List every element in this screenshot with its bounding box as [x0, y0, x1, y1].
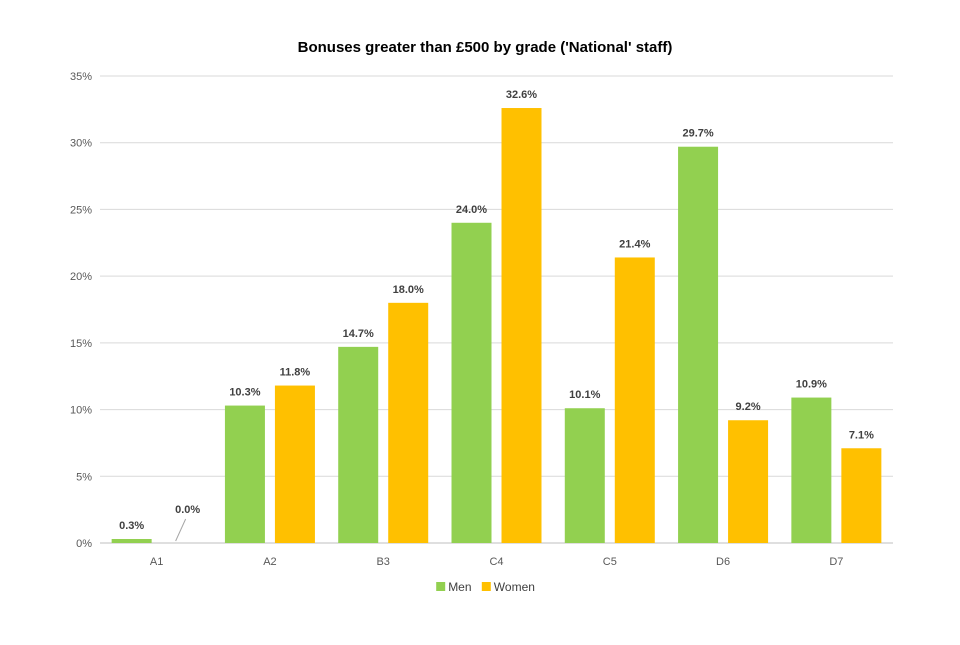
- x-tick-label: C4: [489, 556, 503, 568]
- legend-label-women: Women: [494, 580, 535, 594]
- bar-men-d7: [791, 397, 832, 543]
- gridlines: [100, 75, 893, 544]
- legend-item-women: Women: [481, 580, 535, 594]
- x-tick-label: B3: [376, 556, 389, 568]
- x-tick-label: D6: [716, 556, 730, 568]
- bar-women-c4: [501, 108, 542, 543]
- y-tick-label: 25%: [70, 204, 92, 216]
- x-axis-ticks: A1 A2 B3 C4 C5 D6 D7: [150, 556, 843, 568]
- x-tick-label: A1: [150, 556, 163, 568]
- data-label-women-a2: 11.8%: [280, 367, 311, 379]
- bar-men-a1: [111, 538, 152, 543]
- legend: Men Women: [436, 580, 535, 594]
- data-label-women-c5: 21.4%: [619, 238, 650, 250]
- x-tick-label: A2: [263, 556, 276, 568]
- legend-swatch-women: [481, 582, 491, 591]
- bar-men-a2: [224, 405, 265, 543]
- bar-women-b3: [388, 302, 429, 543]
- legend-item-men: Men: [436, 580, 472, 594]
- y-tick-label: 35%: [70, 71, 92, 83]
- data-label-women-b3: 18.0%: [393, 284, 424, 296]
- bar-women-c5: [614, 257, 655, 543]
- data-label-men-a1: 0.3%: [119, 520, 144, 532]
- data-label-men-d7: 10.9%: [796, 379, 827, 391]
- y-tick-label: 10%: [70, 405, 92, 417]
- data-label-women-d6: 9.2%: [736, 401, 761, 413]
- y-axis-ticks: 0% 5% 10% 15% 20% 25% 30% 35%: [70, 71, 92, 550]
- bars: [111, 108, 882, 543]
- data-labels: 0.3% 0.0% 10.3% 11.8% 14.7% 18.0% 24.0% 32.6% 10…: [119, 89, 874, 542]
- data-label-men-c5: 10.1%: [569, 389, 600, 401]
- data-label-men-a2: 10.3%: [229, 387, 260, 399]
- bar-women-d6: [728, 420, 769, 543]
- data-label-women-d7: 7.1%: [849, 429, 874, 441]
- bar-men-c4: [451, 222, 492, 543]
- x-tick-label: D7: [829, 556, 843, 568]
- data-label-women-c4: 32.6%: [506, 89, 537, 101]
- y-tick-label: 0%: [76, 538, 92, 550]
- x-tick-label: C5: [603, 556, 617, 568]
- y-tick-label: 5%: [76, 471, 92, 483]
- bar-women-d7: [841, 448, 882, 543]
- chart-title: Bonuses greater than £500 by grade ('Nat…: [298, 39, 673, 56]
- bar-men-c5: [564, 408, 605, 543]
- data-label-leader: [175, 518, 187, 542]
- legend-label-men: Men: [448, 580, 471, 594]
- data-label-women-a1: 0.0%: [175, 504, 200, 516]
- y-tick-label: 30%: [70, 138, 92, 150]
- bar-men-b3: [338, 346, 379, 543]
- legend-swatch-men: [436, 582, 446, 591]
- bar-women-a2: [274, 385, 315, 543]
- y-tick-label: 15%: [70, 338, 92, 350]
- bar-men-d6: [678, 146, 719, 543]
- data-label-men-d6: 29.7%: [682, 128, 713, 140]
- data-label-men-c4: 24.0%: [456, 204, 487, 216]
- data-label-men-b3: 14.7%: [343, 328, 374, 340]
- y-tick-label: 20%: [70, 271, 92, 283]
